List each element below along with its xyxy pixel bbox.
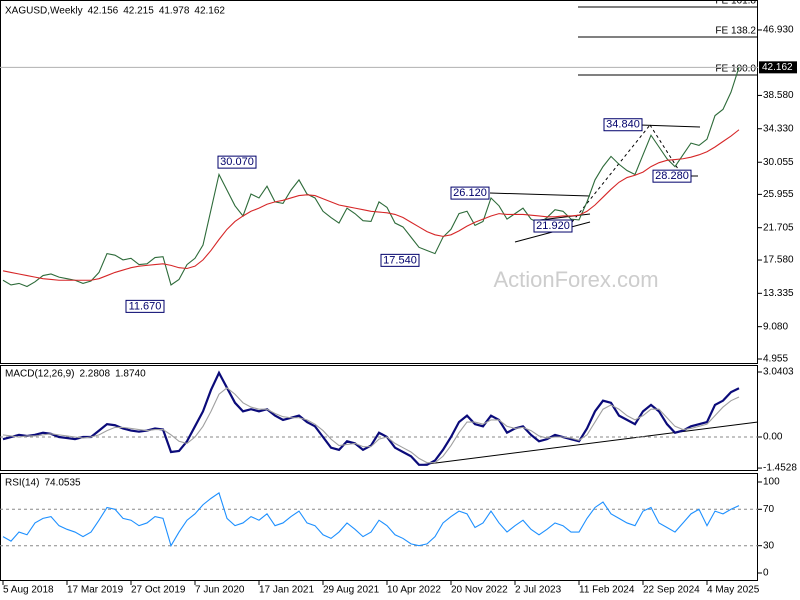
- annotation-box: [217, 155, 257, 169]
- y-tick-label: 9.080: [763, 321, 788, 332]
- y-tick-label: 30: [763, 540, 775, 551]
- x-tick-label: 7 Jun 2020: [195, 585, 245, 596]
- x-tick-label: 10 Apr 2022: [387, 585, 441, 596]
- x-tick-label: 4 May 2025: [707, 585, 760, 596]
- x-tick-label: 2 Jul 2023: [515, 585, 562, 596]
- y-tick-label: 46.930: [763, 25, 794, 36]
- y-tick-label: 0.00: [763, 432, 783, 443]
- price-panel: [0, 0, 758, 364]
- trendline: [489, 192, 591, 197]
- y-tick-label: 34.330: [763, 123, 794, 134]
- rsi-panel: [0, 473, 758, 581]
- last-price-label: 42.162: [762, 62, 793, 73]
- x-tick-label: 29 Aug 2021: [323, 585, 380, 596]
- annotation-label: 11.670: [129, 300, 162, 312]
- series-line: [2, 67, 740, 288]
- y-tick-label: 13.335: [763, 288, 794, 299]
- annotation-box: [450, 186, 490, 200]
- trendlines: [419, 124, 759, 466]
- panel-header: 41.978: [159, 6, 190, 17]
- x-tick-label: 17 Mar 2019: [67, 585, 124, 596]
- x-tick-label: 17 Jan 2021: [259, 585, 314, 596]
- fe-label: FE 100.0: [715, 64, 756, 75]
- annotation-box: [533, 219, 573, 233]
- y-tick-label: 100: [763, 477, 780, 488]
- panel-header: XAGUSD,Weekly: [5, 6, 83, 17]
- watermark: ActionForex.com: [493, 267, 658, 292]
- series-line: [2, 492, 740, 548]
- annotation-box: [603, 118, 643, 132]
- y-tick-label: 38.580: [763, 90, 794, 101]
- annotation-label: 28.280: [655, 170, 689, 182]
- x-tick-label: 11 Feb 2024: [579, 585, 635, 596]
- series-line: [2, 129, 740, 281]
- panel-header: MACD(12,26,9): [5, 369, 74, 380]
- panel-header: 42.156: [88, 6, 119, 17]
- y-tick-label: 21.705: [763, 222, 794, 233]
- y-tick-label: 70: [763, 504, 775, 515]
- annotation-box: [125, 299, 165, 313]
- annotation-label: 30.070: [220, 156, 254, 168]
- x-tick-label: 5 Aug 2018: [3, 585, 54, 596]
- fe-label: FE 138.2: [715, 26, 756, 37]
- fe-label: FE 161.8: [715, 0, 756, 7]
- panel-header: 42.162: [194, 6, 225, 17]
- annotation-label: 34.840: [606, 119, 640, 131]
- series-line: [2, 370, 740, 466]
- annotation-box: [652, 169, 692, 183]
- annotation-box: [380, 253, 420, 267]
- last-price-box: [759, 61, 797, 74]
- panel-header: 42.215: [123, 6, 154, 17]
- y-tick-label: 4.955: [763, 354, 788, 365]
- y-tick-label: 30.055: [763, 157, 794, 168]
- annotation-label: 26.120: [453, 187, 487, 199]
- panel-header: RSI(14): [5, 478, 39, 489]
- x-tick-label: 20 Nov 2022: [451, 585, 508, 596]
- x-tick-label: 27 Oct 2019: [131, 585, 186, 596]
- y-tick-label: -1.4528: [763, 463, 797, 474]
- x-tick-label: 22 Sep 2024: [643, 585, 700, 596]
- trendline: [419, 421, 759, 466]
- panel-header: 2.2808: [79, 369, 110, 380]
- panel-header: 74.0535: [44, 478, 81, 489]
- macd-panel: [0, 365, 758, 471]
- series-line: [2, 387, 740, 464]
- y-tick-label: 0: [763, 568, 769, 579]
- panel-header: 1.8740: [115, 369, 146, 380]
- annotation-label: 17.540: [383, 254, 417, 266]
- y-tick-label: 3.0403: [763, 367, 794, 378]
- y-tick-label: 25.955: [763, 189, 794, 200]
- annotation-label: 21.920: [536, 220, 570, 232]
- y-tick-label: 17.580: [763, 255, 794, 266]
